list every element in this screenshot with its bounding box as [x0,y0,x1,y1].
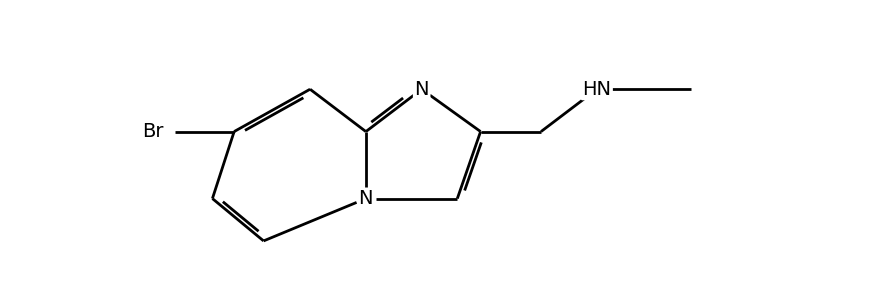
Text: N: N [414,80,429,99]
Text: HN: HN [582,80,611,99]
Text: N: N [359,189,374,208]
Text: Br: Br [142,122,164,141]
